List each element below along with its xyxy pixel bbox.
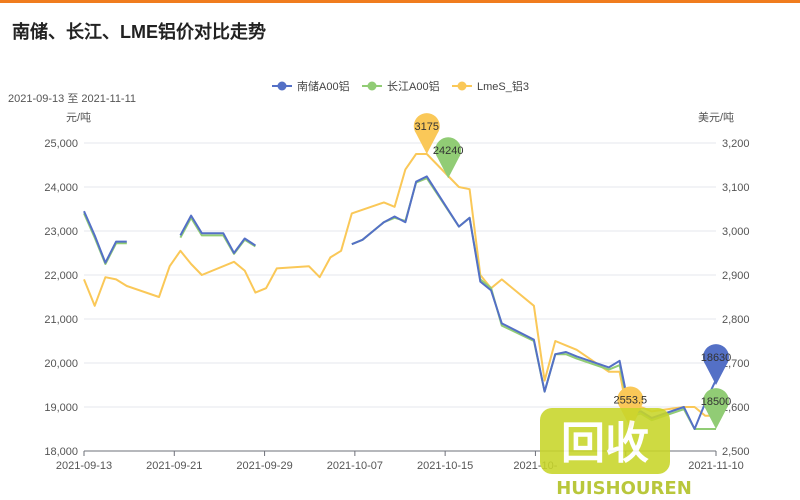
page-title: 南储、长江、LME铝价对比走势 [12,22,266,42]
left-tick-label: 20,000 [44,358,78,370]
pin-label: 3175 [415,121,439,133]
x-tick-label: 2021-09-21 [146,460,202,472]
pin-markers: 3175 24240 2553.5 18630 18500 [413,113,732,429]
legend-label: 长江A00铝 [387,79,440,93]
right-axis: 3,200 3,100 3,000 2,900 2,800 2,700 2,600 2,500 [722,138,750,458]
right-axis-unit: 美元/吨 [698,111,734,124]
right-tick-label: 2,600 [722,402,750,414]
legend-item[interactable]: 南储A00铝 [272,79,350,93]
legend-swatch-dot [367,81,377,91]
left-tick-label: 23,000 [44,226,78,238]
x-tick-label: 2021-11-10 [688,460,743,472]
pin-label: 18630 [701,352,732,364]
left-tick-label: 18,000 [44,446,78,458]
x-tick-label: 2021-09-29 [236,460,292,472]
pin-label: 24240 [433,145,464,157]
legend-swatch-dot [457,81,467,91]
left-tick-label: 24,000 [44,182,78,194]
pin-shape [413,113,440,154]
right-tick-label: 3,000 [722,226,750,238]
legend-label: LmeS_铝3 [477,79,529,93]
right-tick-label: 2,900 [722,270,750,282]
pin-label: 2553.5 [613,394,647,406]
right-tick-label: 2,800 [722,314,750,326]
right-tick-label: 3,100 [722,182,750,194]
top-accent-bar [0,0,800,3]
left-tick-label: 21,000 [44,314,78,326]
pin-label: 18500 [701,396,732,408]
pin-marker: 24240 [433,137,464,179]
watermark-brand: HUISHOUREN [556,478,692,499]
left-tick-label: 19,000 [44,402,78,414]
left-tick-label: 22,000 [44,270,78,282]
pin-marker: 18630 [701,344,732,385]
pin-shape [435,137,462,179]
x-tick-label: 2021-10-07 [327,460,383,472]
series-lines [83,153,717,430]
x-tick-label: 2021-09-13 [56,460,112,472]
legend-item[interactable]: 长江A00铝 [362,79,440,93]
right-tick-label: 2,700 [722,358,750,370]
legend-label: 南储A00铝 [297,79,350,93]
left-axis: 25,000 24,000 23,000 22,000 21,000 20,000 19,0… [44,138,78,458]
pin-marker: 3175 [413,113,440,154]
x-tick-label: 2021-10-15 [417,460,473,472]
left-axis-unit: 元/吨 [66,111,91,124]
legend: 南储A00铝 长江A00铝 LmeS_铝3 [272,79,529,93]
right-tick-label: 3,200 [722,138,750,150]
legend-swatch-dot [277,81,287,91]
date-range: 2021-09-13 至 2021-11-11 [8,93,136,105]
series-line-2 [83,153,716,429]
pin-shape [703,344,730,385]
watermark-logo-text: 回收 [561,418,649,469]
pin-marker: 2553.5 [613,386,647,428]
pin-marker: 18500 [701,388,732,429]
left-tick-label: 25,000 [44,138,78,150]
pin-shape [703,388,730,429]
right-tick-label: 2,500 [722,446,750,458]
legend-item[interactable]: LmeS_铝3 [452,79,529,93]
watermark-logo: 回收 HUISHOUREN [540,408,692,499]
pin-shape [617,386,644,428]
